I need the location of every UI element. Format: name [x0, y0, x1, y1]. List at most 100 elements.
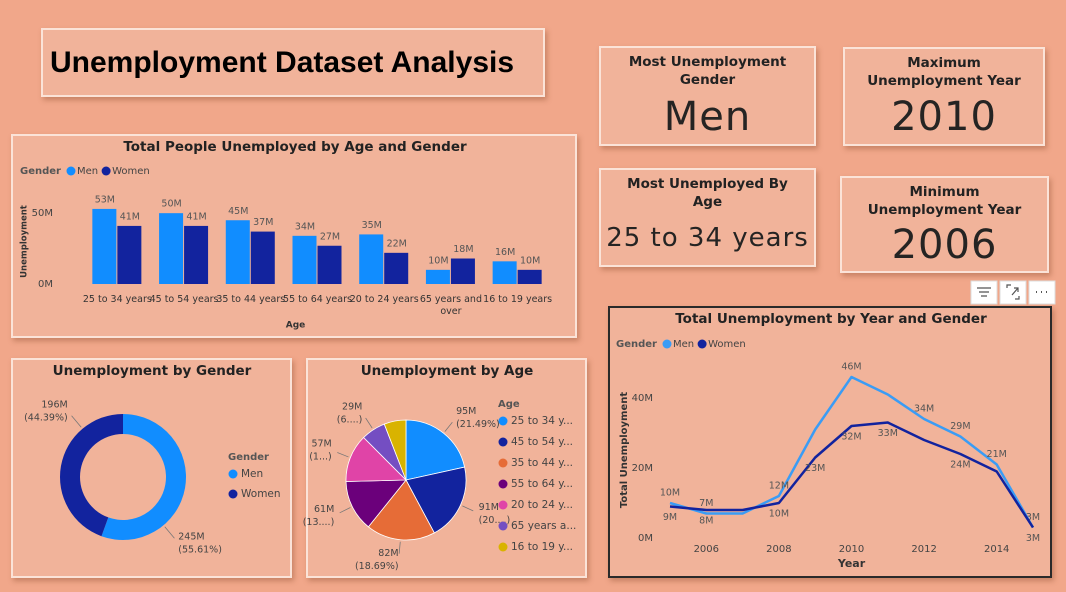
bar: [184, 225, 209, 284]
data-label: 3M: [1026, 512, 1040, 523]
bar: [450, 258, 475, 284]
data-label: 53M: [95, 194, 115, 205]
slice: [383, 419, 407, 481]
legend-marker: [697, 339, 707, 349]
data-label: 41M: [186, 211, 206, 222]
legend-title: Gender: [616, 339, 657, 350]
data-label: 22M: [387, 238, 407, 249]
data-label: 16M: [495, 247, 515, 258]
legend-label: 16 to 19 y...: [511, 541, 573, 553]
legend-label: Men: [673, 339, 694, 350]
legend-title: Gender: [228, 452, 269, 463]
legend-label: Women: [241, 488, 281, 500]
data-label: 57M: [311, 439, 331, 450]
slice: [59, 414, 123, 537]
legend-marker: [498, 458, 508, 468]
data-label: 245M: [178, 531, 204, 542]
legend-label: Women: [708, 339, 746, 350]
x-tick-label: 2008: [766, 544, 791, 555]
chart-title: Unemployment by Age: [361, 363, 534, 379]
slice: [367, 479, 435, 541]
y-tick-label: 50M: [32, 208, 53, 219]
x-tick-label: 2006: [694, 544, 719, 555]
data-label: 29M: [950, 421, 970, 432]
legend-label: 45 to 54 y...: [511, 436, 573, 448]
data-label: 46M: [841, 362, 861, 373]
data-label: 10M: [428, 255, 448, 266]
x-tick-label: 25 to 34 years: [82, 294, 152, 305]
legend-marker: [662, 339, 672, 349]
focus-button[interactable]: [999, 280, 1027, 305]
legend-title: Age: [498, 399, 520, 410]
data-label: 27M: [320, 231, 340, 242]
visual-header: [970, 280, 1056, 305]
x-tick-label: 2012: [911, 544, 936, 555]
legend-label: Men: [241, 468, 263, 480]
data-label: 9M: [663, 512, 677, 523]
kpi-card: Most Unemployment Gender Men: [599, 46, 816, 146]
x-tick-label: 2010: [839, 544, 864, 555]
kpi-label: Most Unemployment Gender: [628, 54, 787, 88]
bar: [159, 213, 184, 284]
focus-icon: [1006, 284, 1020, 300]
data-label: 82M: [378, 548, 398, 559]
x-tick-label: 20 to 24 years: [349, 294, 419, 305]
leader-line: [339, 507, 351, 514]
leader-line: [71, 415, 82, 428]
leader-line: [164, 526, 175, 539]
panel: [608, 306, 1052, 578]
kpi-value: 25 to 34 years: [606, 223, 809, 253]
kpi-value: Men: [663, 93, 752, 140]
data-label: 37M: [253, 217, 273, 228]
legend-marker: [498, 542, 508, 552]
legend-marker: [101, 166, 111, 176]
y-tick-label: 0M: [638, 533, 653, 544]
data-label: 29M: [342, 401, 362, 412]
kpi-label: Minimum Unemployment Year: [867, 184, 1022, 218]
data-label: 61M: [314, 504, 334, 515]
bar: [225, 220, 250, 284]
legend-label: 20 to 24 y...: [511, 499, 573, 511]
data-label: 10M: [520, 255, 540, 266]
data-label: 10M: [660, 488, 680, 499]
data-label: (20....): [479, 515, 511, 526]
y-axis-label: Unemployment: [20, 205, 30, 278]
data-label: (55.61%): [178, 544, 222, 555]
leader-line: [365, 417, 373, 429]
data-label: (44.39%): [24, 413, 68, 424]
slice: [101, 414, 186, 540]
data-label: 23M: [805, 463, 825, 474]
kpi-card: Most Unemployed By Age 25 to 34 years: [599, 168, 816, 267]
data-label: (13....): [303, 517, 335, 528]
legend-label: Women: [112, 166, 150, 177]
data-label: 10M: [769, 509, 789, 520]
legend-marker: [498, 416, 508, 426]
leader-line: [444, 422, 453, 432]
slice: [405, 419, 466, 481]
bar: [384, 252, 409, 284]
data-label: 8M: [699, 516, 713, 527]
bar: [425, 269, 450, 284]
chart-title: Unemployment by Gender: [53, 363, 252, 379]
legend-marker: [228, 489, 238, 499]
legend-label: 25 to 34 y...: [511, 415, 573, 427]
data-label: 33M: [878, 428, 898, 439]
x-tick-label: 35 to 44 years: [216, 294, 286, 305]
chart-title: Total People Unemployed by Age and Gende…: [123, 139, 467, 155]
data-label: 21M: [987, 449, 1007, 460]
x-axis-label: Age: [286, 321, 306, 331]
data-label: (6....): [337, 414, 363, 425]
bar: [292, 235, 317, 284]
line: [669, 375, 1035, 529]
legend-marker: [498, 479, 508, 489]
y-tick-label: 0M: [38, 279, 53, 290]
chart-title: Total Unemployment by Year and Gender: [675, 311, 987, 327]
legend-label: Men: [77, 166, 98, 177]
bar: [517, 269, 542, 284]
kpi-value: 2006: [891, 222, 998, 268]
data-label: (21.49%): [456, 419, 500, 430]
bar: [117, 225, 142, 284]
data-label: 35M: [362, 220, 382, 231]
bar: [359, 234, 384, 284]
